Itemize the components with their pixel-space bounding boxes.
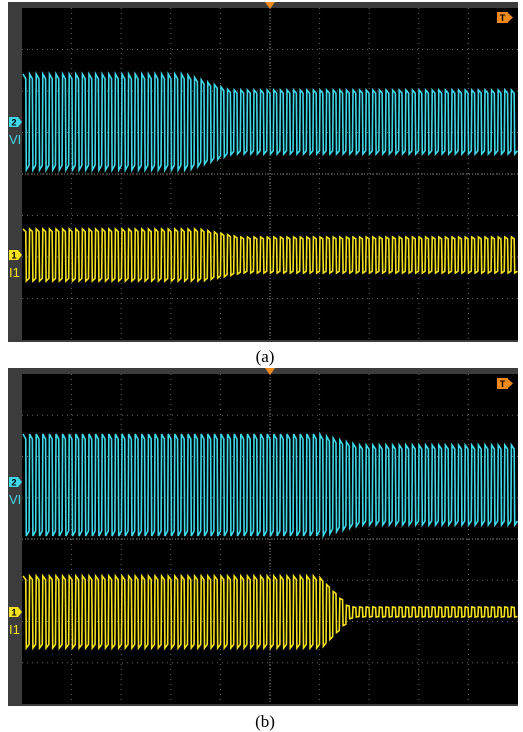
- channel-number: 1: [11, 251, 16, 261]
- trigger-label: T: [500, 379, 506, 389]
- channel-label: I1: [9, 265, 20, 280]
- trigger-label: T: [500, 13, 506, 23]
- scope-panel: T 2 VI 1 I1: [8, 2, 518, 342]
- panel-caption: (b): [255, 712, 275, 731]
- channel-number: 2: [11, 478, 16, 488]
- panel-caption: (a): [256, 347, 275, 366]
- scope-panel: T 2 VI 1 I1: [8, 368, 518, 706]
- channel-label: VI: [9, 132, 21, 147]
- channel-label: VI: [9, 492, 21, 507]
- channel-label: I1: [9, 622, 20, 637]
- channel-number: 1: [11, 608, 16, 618]
- channel-number: 2: [11, 118, 16, 128]
- figure: T 2 VI 1 I1 (a) T 2 VI 1 I1 (b): [0, 0, 523, 732]
